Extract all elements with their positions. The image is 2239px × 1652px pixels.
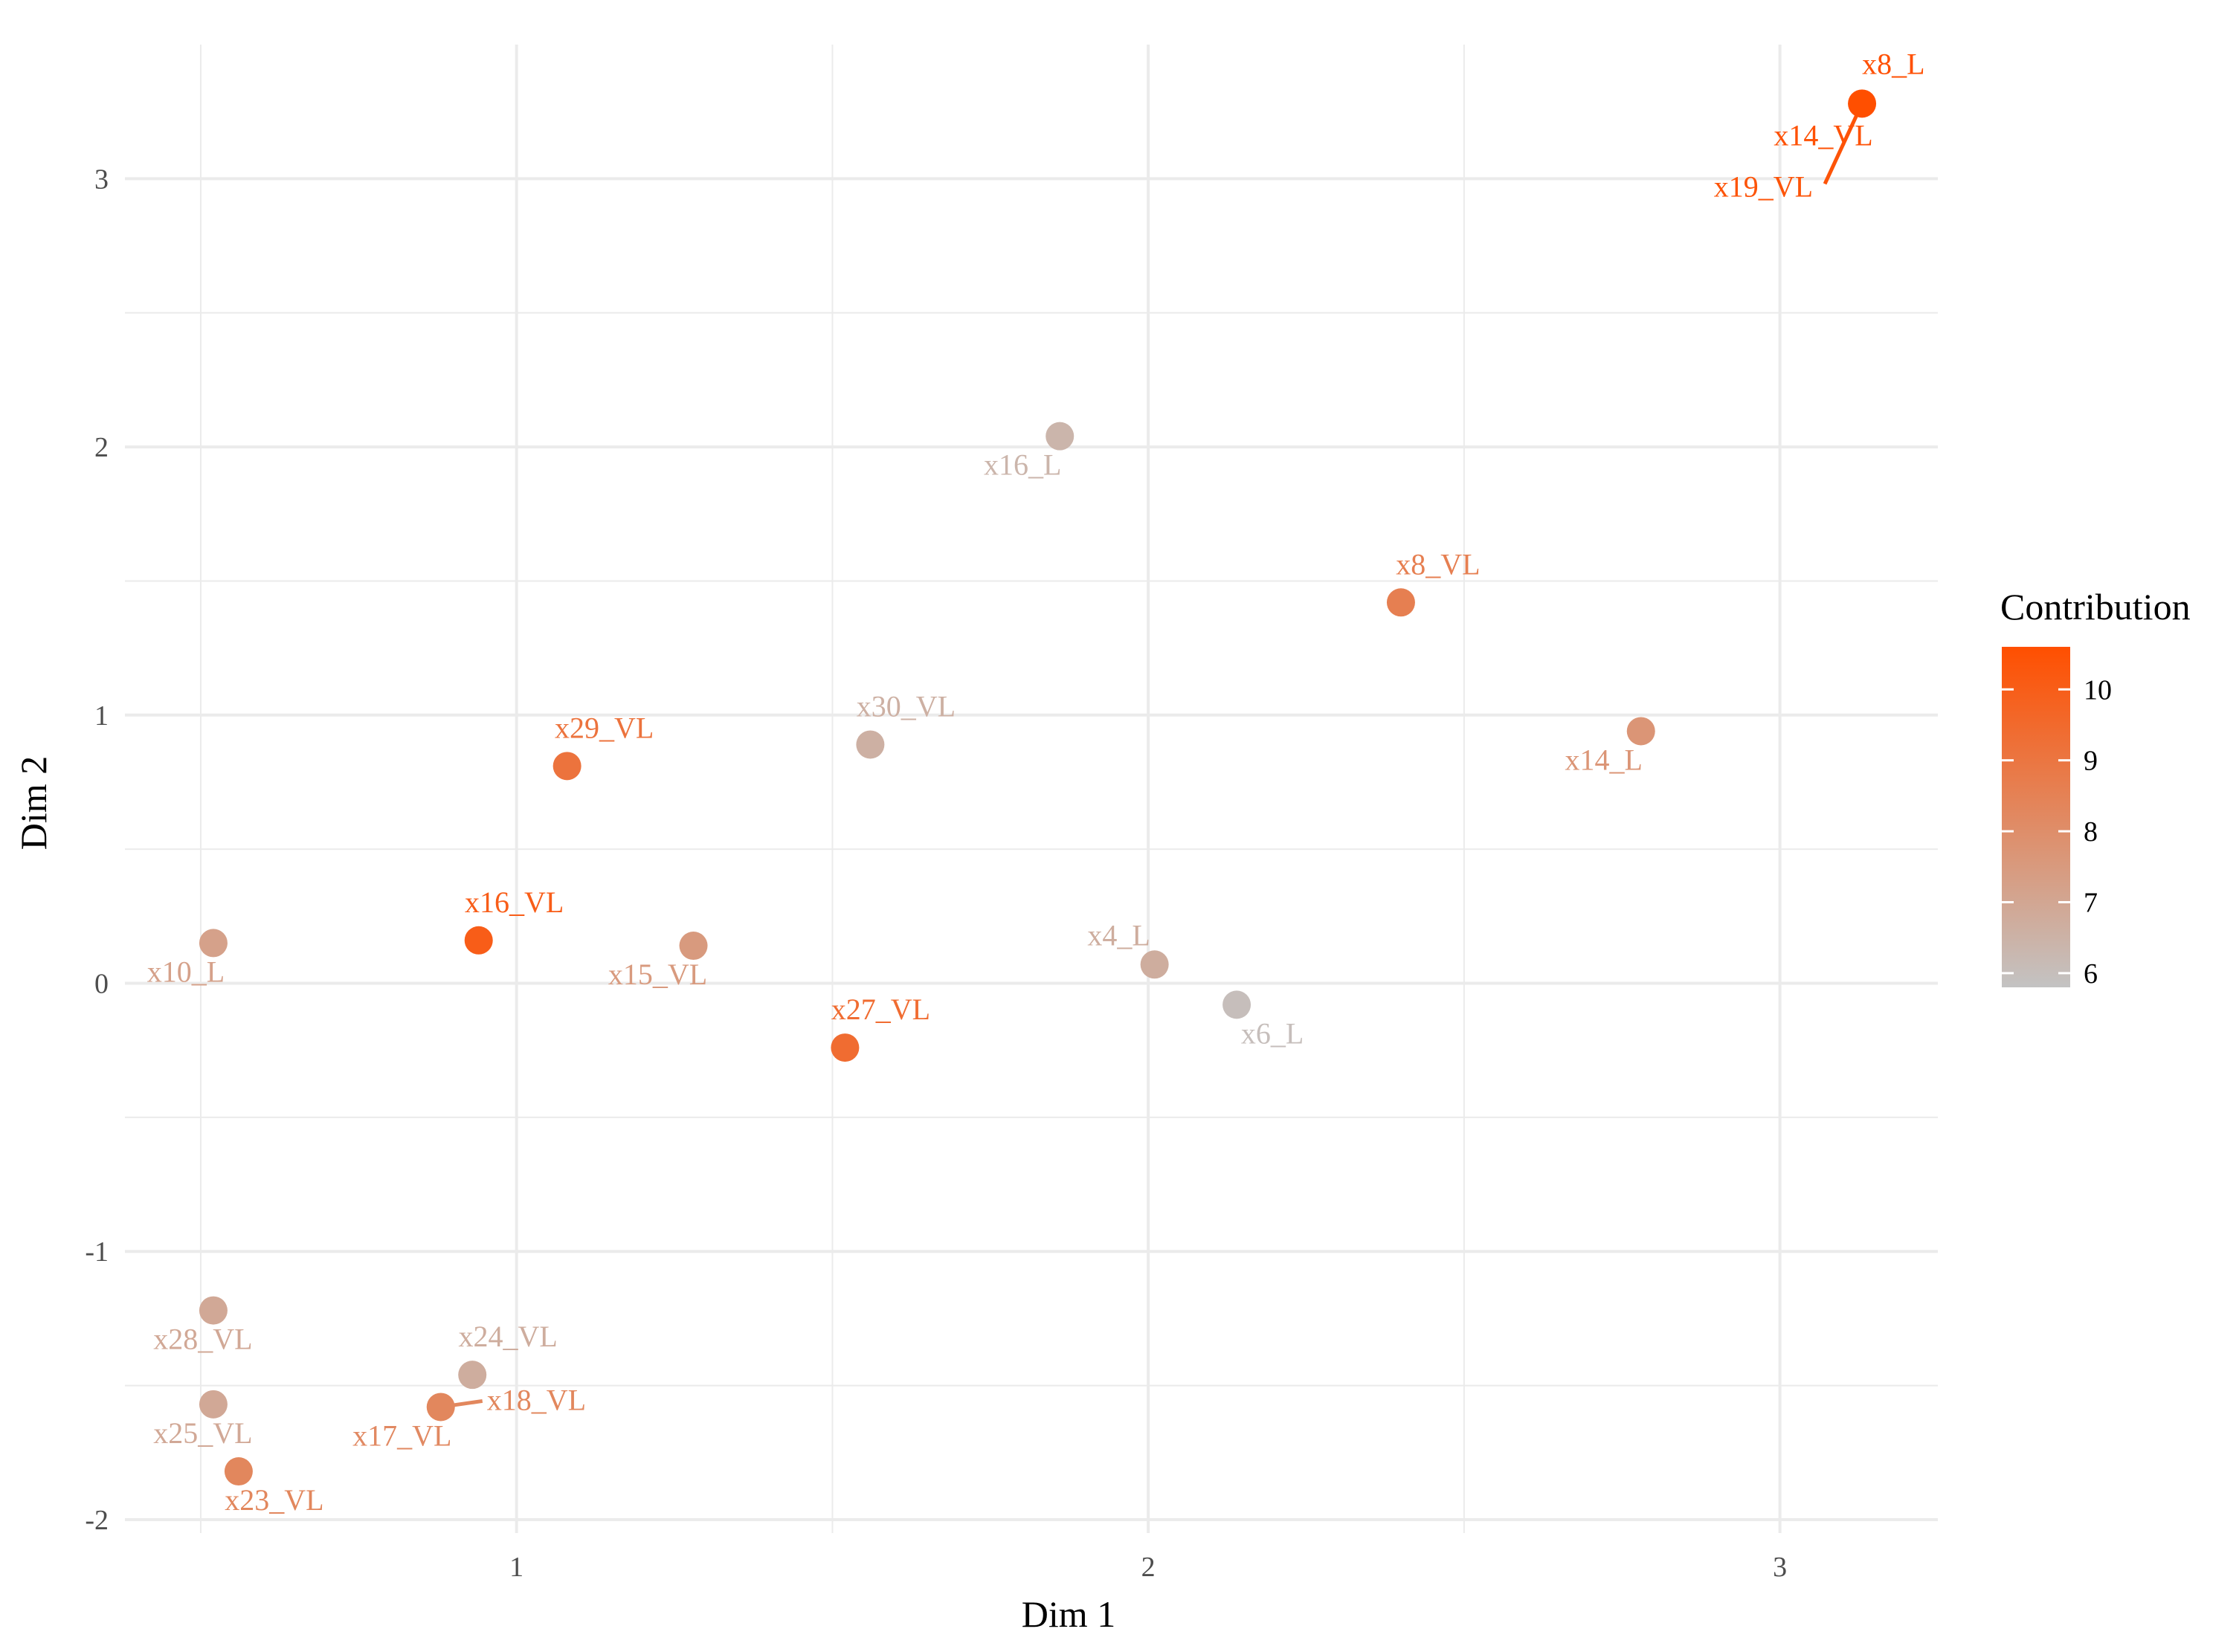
legend-title: Contribution [2000,586,2191,627]
data-point [199,929,228,958]
data-point [199,1296,228,1325]
y-tick-label: -1 [85,1236,109,1268]
point-label: x15_VL [608,958,707,991]
data-point [831,1033,860,1062]
data-point [458,1361,487,1390]
point-label: x25_VL [153,1416,252,1450]
data-points [199,89,1877,1486]
data-point [426,1393,455,1422]
point-label: x8_VL [1396,547,1480,581]
legend-tick-label: 6 [2084,958,2098,990]
data-point [464,926,493,955]
axis-ticks: 1 2 3 -2 -1 0 1 2 3 [85,164,1787,1583]
point-label: x6_L [1241,1016,1304,1050]
point-label: x14_L [1565,743,1643,776]
label-leader-lines [440,103,1864,1409]
legend-colorbar [2002,647,2070,987]
point-label: x30_VL [857,689,956,723]
data-point [1848,89,1877,118]
point-label: x16_L [984,448,1061,482]
legend: Contribution 6 7 8 9 10 [2000,586,2191,990]
point-label: x8_L [1862,47,1924,80]
legend-tick-label: 10 [2084,674,2112,706]
x-tick-label: 1 [509,1552,523,1583]
y-tick-label: 1 [94,700,109,732]
point-label: x23_VL [225,1483,323,1517]
data-point [679,932,708,961]
data-point [552,752,582,781]
point-label: x19_VL [1714,170,1813,203]
point-label: x18_VL [487,1383,586,1416]
y-tick-label: 0 [94,969,109,1000]
point-label: x4_L [1087,918,1150,952]
x-tick-label: 2 [1141,1552,1156,1583]
data-point [199,1390,228,1419]
x-axis-title: Dim 1 [1022,1593,1115,1635]
point-label: x28_VL [153,1323,252,1356]
legend-ticks: 6 7 8 9 10 [2002,674,2112,990]
data-point [1140,950,1169,979]
data-point [856,730,885,759]
data-point [224,1457,253,1486]
point-label: x16_VL [465,885,564,919]
data-point [1626,717,1655,746]
data-point [1222,990,1251,1019]
point-label: x14_VL [1774,118,1872,152]
y-tick-label: -2 [85,1505,109,1536]
data-point [1046,422,1075,451]
legend-tick-label: 8 [2084,816,2098,848]
point-label: x27_VL [831,993,930,1026]
x-tick-label: 3 [1773,1552,1787,1583]
y-tick-label: 3 [94,164,109,195]
point-labels: x8_L x14_VL x19_VL x16_L x8_VL x14_L x29_VL x30… [147,47,1925,1517]
legend-tick-label: 7 [2084,888,2098,919]
data-point [1386,588,1415,617]
grid [125,45,1938,1533]
point-label: x24_VL [459,1320,558,1353]
y-tick-label: 2 [94,432,109,463]
legend-tick-label: 9 [2084,746,2098,777]
y-axis-title: Dim 2 [13,756,54,850]
label-leader-line [1823,103,1864,185]
point-label: x29_VL [555,711,654,744]
point-label: x17_VL [352,1419,451,1452]
point-label: x10_L [147,955,225,988]
